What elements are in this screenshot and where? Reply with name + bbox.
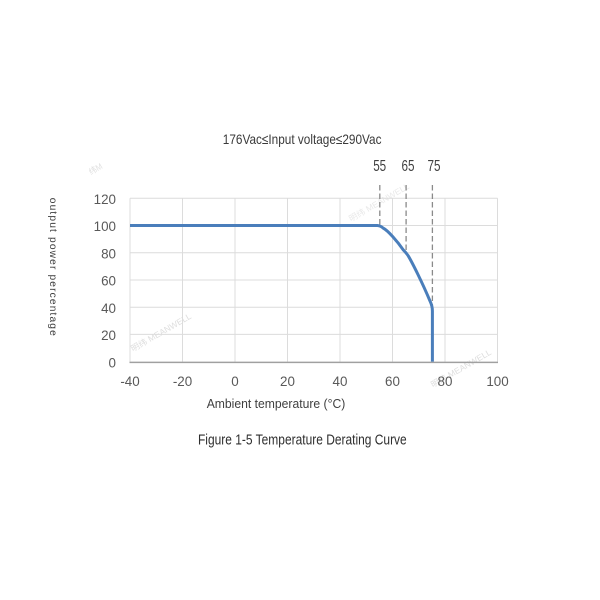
svg-text:0: 0 <box>231 374 238 389</box>
svg-text:-20: -20 <box>173 374 192 389</box>
svg-text:20: 20 <box>101 328 116 343</box>
svg-text:60: 60 <box>385 374 400 389</box>
svg-text:100: 100 <box>486 374 508 389</box>
svg-text:80: 80 <box>438 374 453 389</box>
svg-text:0: 0 <box>109 355 116 370</box>
svg-text:20: 20 <box>280 374 295 389</box>
svg-text:80: 80 <box>101 246 116 261</box>
svg-text:-40: -40 <box>120 374 139 389</box>
svg-text:120: 120 <box>94 192 116 207</box>
svg-text:75: 75 <box>428 158 441 175</box>
svg-text:Ambient temperature (°C): Ambient temperature (°C) <box>207 396 346 411</box>
svg-text:65: 65 <box>402 158 415 175</box>
svg-text:55: 55 <box>373 158 386 175</box>
svg-text:100: 100 <box>94 219 116 234</box>
svg-text:176Vac≤Input voltage≤290Vac: 176Vac≤Input voltage≤290Vac <box>223 131 382 147</box>
svg-text:40: 40 <box>101 301 116 316</box>
svg-text:60: 60 <box>101 274 116 289</box>
svg-text:Figure 1-5 Temperature Dera: Figure 1-5 Temperature Derating Curve <box>198 433 407 449</box>
svg-text:40: 40 <box>333 374 348 389</box>
svg-text:output power percentage: output power percentage <box>47 198 58 336</box>
